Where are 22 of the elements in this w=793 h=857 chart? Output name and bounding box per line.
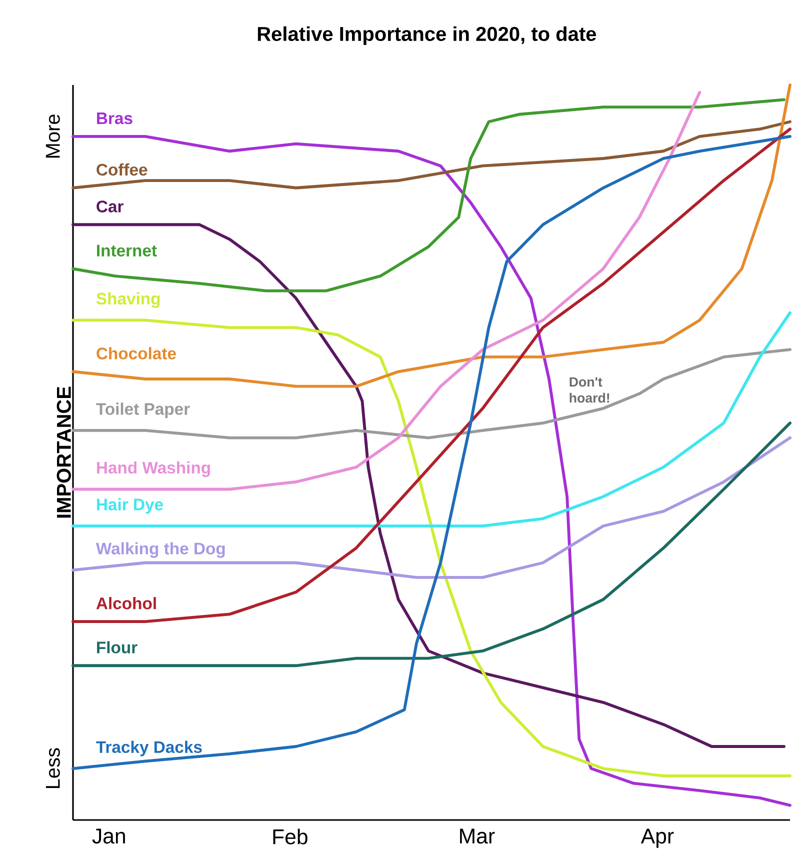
series-label: Coffee bbox=[96, 163, 148, 176]
annotation: Don't hoard! bbox=[570, 377, 610, 403]
series-label: Shaving bbox=[96, 292, 160, 308]
x-tick-label: Feb bbox=[273, 828, 308, 844]
series-label: Car bbox=[96, 200, 124, 212]
x-tick-label: Mar bbox=[460, 828, 495, 844]
series-label: Alcohol bbox=[96, 597, 156, 610]
series-label: Tracky Dacks bbox=[96, 740, 202, 756]
series-label: Walking the Dog bbox=[96, 542, 225, 558]
chart-title: Relative Importance in 2020, to date bbox=[258, 26, 596, 45]
series-label: Toilet Paper bbox=[96, 402, 190, 418]
series-label: Bras bbox=[97, 112, 132, 124]
series-label: Flour bbox=[97, 641, 138, 654]
x-tick-label: Apr bbox=[640, 828, 674, 848]
text: More bbox=[46, 114, 60, 158]
text: Less bbox=[46, 748, 60, 788]
series-label: Hand Washing bbox=[97, 461, 210, 477]
x-tick-label: Jan bbox=[92, 828, 125, 844]
series-label: Internet bbox=[97, 244, 157, 256]
series-label: Chocolate bbox=[96, 347, 176, 360]
series-label: Hair Dye bbox=[97, 498, 163, 514]
y-axis-title: IMPORTANCE bbox=[56, 386, 71, 518]
